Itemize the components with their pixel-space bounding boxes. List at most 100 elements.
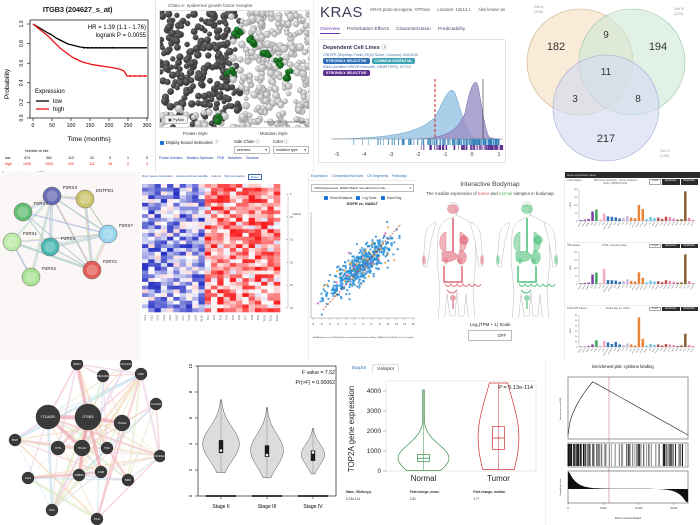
tissue-bar[interactable] [618,281,621,284]
expression-button-2[interactable]: Expression [662,307,680,311]
tissue-bar[interactable] [684,333,687,347]
tab-perturbation-effects[interactable]: Perturbation Effects [347,27,390,32]
tissue-bar[interactable] [599,219,602,221]
bodymap-figures[interactable] [416,198,564,318]
side-chain-select[interactable]: selected ▾ [234,146,270,154]
network-node-P2RY2[interactable]: P2RY2 [82,259,117,280]
interaction-node-FGB[interactable]: FGB [94,465,108,479]
reset-button[interactable]: Reset [247,174,262,180]
top2a-violin-plot[interactable]: TOP2A gene expression 01000200030004000 … [340,373,545,488]
tissue-bar[interactable] [591,211,594,221]
interaction-node-FGA[interactable]: FGA [21,471,35,485]
tissue-bar[interactable] [687,281,691,284]
tissue-bar[interactable] [664,216,668,221]
organ-button-0[interactable]: Organ [648,179,662,185]
toolbar-item[interactable]: Split annotation [224,174,245,178]
tissue-bar[interactable] [649,216,652,221]
interaction-node-VWF[interactable]: VWF [134,367,148,381]
color-select[interactable]: mutation type ▾ [273,146,309,154]
tissue-barchart-0[interactable]: 0 50 100 150 200 nTPM adipose adrenal bladder bra… [565,186,700,242]
tissue-bar[interactable] [633,281,637,284]
interaction-node-PLG[interactable]: PLG [90,512,104,525]
tissue-bar[interactable] [579,220,583,221]
footer-link[interactable]: PDB [217,156,224,160]
interaction-nodes[interactable]: ITGB3 ITGA2B ITGA2 ITGAV VTN TNC BSP SPP1 FN1 PEC… [8,360,165,525]
tissue-bar[interactable] [660,345,664,347]
tissue-bar[interactable] [672,344,675,347]
tab-characterization[interactable]: Characterization [396,27,431,32]
interaction-node-COL1A1[interactable]: COL1A1 [119,360,133,371]
tab-predictability[interactable]: Predictability [437,27,466,32]
tissue-bar[interactable] [691,219,695,221]
expression-button-1[interactable]: Expression [662,244,680,248]
tissue-bar[interactable] [680,345,683,347]
tab-comparison-survival[interactable]: Comparison/Survival [331,174,364,178]
network-node-P2RX5[interactable]: P2RX5 [40,236,75,257]
tissue-bar[interactable] [637,317,641,347]
network-node-P2RX1[interactable]: P2RX1 [2,231,37,252]
stage-violin-plot[interactable]: F value = 7.52 Pr(>F) = 0.00062 0246810 … [165,360,340,525]
tissue-bar[interactable] [606,279,610,284]
venn-circle-c[interactable] [552,54,660,162]
tissue-bar[interactable] [653,344,656,347]
tissue-bar[interactable] [606,216,610,221]
venn-diagram[interactable]: 182 9 194 3 11 8 217 Set A (205) Set B (… [510,0,700,172]
heatmap-cells[interactable] [142,184,281,313]
tissue-bar[interactable] [591,274,594,284]
interaction-node-ITGA2[interactable]: ITGA2 [113,414,131,432]
interaction-node-TNC[interactable]: TNC [100,441,114,455]
toolbar-item[interactable]: Row Source Annotation [142,174,174,178]
tissue-bar[interactable] [629,344,633,347]
tissue-bar[interactable] [583,219,587,221]
tab-cn-segments[interactable]: CN Segments [367,174,389,178]
info-icon[interactable]: ⓘ [214,139,219,144]
tab-pathways[interactable]: Pathways [392,174,407,178]
tissue-bar[interactable] [645,282,648,284]
tissue-bar[interactable] [641,208,645,221]
tissue-bar[interactable] [622,281,625,284]
footer-link[interactable]: Mutations [227,156,242,160]
tissue-bar[interactable] [668,280,672,284]
tissue-bar[interactable] [676,345,679,347]
tissue-barchart-2[interactable]: 0 10 20 30 40 50 60 nTPM adipose adrenal bladder br… [565,312,700,360]
toolbar-item[interactable]: Column [210,174,222,178]
bodymap-normal-figure[interactable] [496,202,558,318]
tissue-bar[interactable] [622,344,625,347]
tissue-bar[interactable] [587,218,590,221]
gsea-enrichment-plot[interactable]: Enrichment score (ES) Ranked list metric… [546,369,700,524]
tissue-bar[interactable] [641,338,645,347]
network-nodes[interactable]: P2RX3 ENTPD1 P2RX4 P2RX5 P2RX1 P2RX2 P2RY2 P2RX… [2,185,133,287]
interaction-node-FN1[interactable]: FN1 [45,503,59,517]
info-icon-side-chain[interactable]: ⓘ [255,139,260,144]
tissue-bar[interactable] [680,282,683,284]
network-node-ENTPD1[interactable]: ENTPD1 [75,188,114,209]
tissue-bar[interactable] [649,280,652,284]
tissue-bar[interactable] [641,277,645,284]
tab-overview[interactable]: Overview [320,27,340,34]
tissue-bar[interactable] [664,343,668,347]
tab-expression[interactable]: Expression [311,174,328,178]
tissue-bar[interactable] [587,345,590,347]
top2a-violin-body[interactable] [397,389,450,471]
tissue-bar[interactable] [626,279,629,284]
network-node-P2RX4[interactable]: P2RX4 [13,201,48,222]
interaction-node-ITGB3[interactable]: ITGB3 [74,403,102,431]
tissue-bar[interactable] [614,217,617,221]
interaction-node-SRC[interactable]: SRC [121,473,135,487]
tissue-bar[interactable] [649,343,652,347]
tissue-bar[interactable] [610,343,614,347]
tissue-bar[interactable] [610,280,614,284]
tissue-bar[interactable] [583,282,587,284]
bodymap-tumor-figure[interactable] [422,202,484,318]
interaction-node-PECAM1[interactable]: PECAM1 [96,369,110,383]
string-network-panel[interactable]: P2RX3 ENTPD1 P2RX4 P2RX5 P2RX1 P2RX2 P2RY2 P2RX… [0,172,140,360]
badge-strongly-selective-rnai[interactable]: STRONGLY SELECTIVE [323,70,370,76]
info-icon-color[interactable]: ⓘ [284,139,289,144]
tissue-bar[interactable] [610,216,614,221]
tissue-bar[interactable] [668,344,672,347]
interaction-network[interactable]: ITGB3 ITGA2B ITGA2 ITGAV VTN TNC BSP SPP1 FN1 PEC… [0,360,165,525]
badge-common-essential[interactable]: COMMON ESSENTIAL [371,58,416,64]
tissue-bar[interactable] [657,344,660,347]
checkbox-show-mutations[interactable]: Show Mutations [323,195,352,200]
tissue-bar[interactable] [664,280,668,284]
